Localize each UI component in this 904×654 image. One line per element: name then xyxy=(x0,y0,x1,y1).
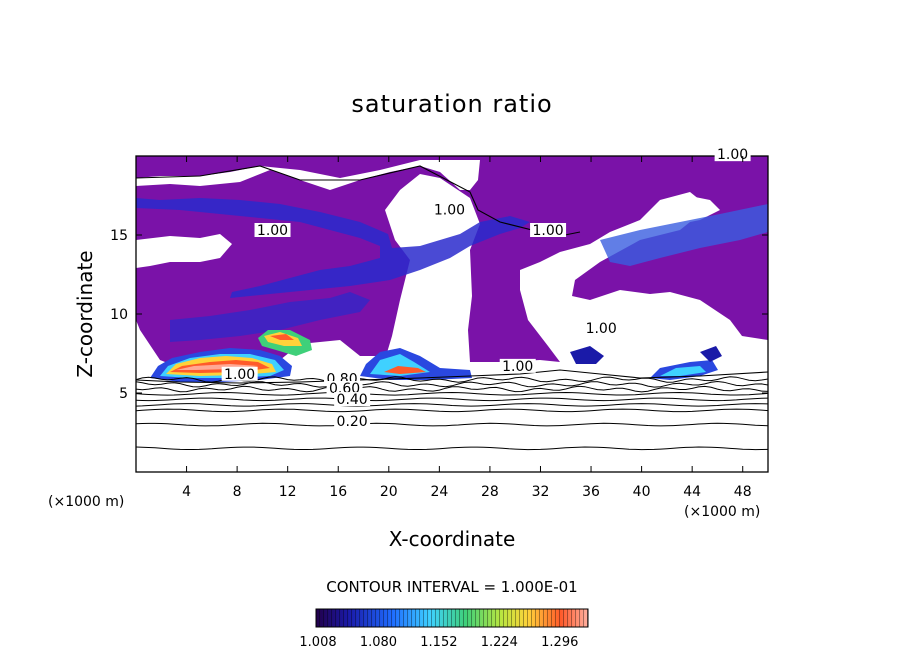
contour-line-0-7 xyxy=(136,385,768,393)
y-tick-label: 10 xyxy=(110,307,128,323)
blue-band-2 xyxy=(600,204,768,266)
contour-line-0-5 xyxy=(136,397,768,402)
cloud-base-right-cyan xyxy=(660,366,706,376)
colorbar-frame xyxy=(315,608,589,628)
x-tick-label: 32 xyxy=(532,484,550,500)
x-axis-ticks: 4 8 12 16 20 24 28 32 36 40 44 48 xyxy=(182,156,752,500)
contour-line-0-3 xyxy=(136,408,768,413)
contour-line-0-2 xyxy=(136,422,768,427)
blue-band-3 xyxy=(170,292,370,342)
contour-line-0-8 xyxy=(136,380,768,388)
colorbar-tick-label: 1.080 xyxy=(360,635,397,650)
y-tick-label: 5 xyxy=(119,386,128,402)
contour-line-0-4 xyxy=(136,403,768,407)
cloud-mid-red xyxy=(384,366,426,374)
contour-line-0-1 xyxy=(136,446,768,451)
contour-label: 1.00 xyxy=(717,147,748,163)
contour-label-bg xyxy=(221,366,258,381)
colorbar-tick-label: 1.008 xyxy=(299,635,336,650)
colorbar-labels: 1.008 1.080 1.152 1.224 1.296 xyxy=(299,635,578,650)
colorbar-tick-label: 1.296 xyxy=(541,635,578,650)
contour-label-bg xyxy=(334,414,371,429)
contour-label: 1.00 xyxy=(532,223,563,239)
contour-label-bg xyxy=(431,202,468,217)
x-tick-label: 20 xyxy=(380,484,398,500)
white-gap-upper-left xyxy=(136,160,480,190)
x-tick-label: 24 xyxy=(430,484,448,500)
contour-label: 1.00 xyxy=(586,321,617,337)
contour-label: 1.00 xyxy=(224,367,255,383)
cloud-patch-mid-blue xyxy=(570,346,604,364)
x-tick-label: 8 xyxy=(233,484,242,500)
contour-label-bg xyxy=(714,147,751,162)
white-gap-left xyxy=(136,234,232,268)
colorbar-tick-label: 1.152 xyxy=(420,635,457,650)
y-tick-label: 15 xyxy=(110,228,128,244)
supersaturation-fill xyxy=(136,156,768,382)
x-tick-label: 16 xyxy=(329,484,347,500)
contour-label-bg xyxy=(326,381,363,395)
x-tick-label: 12 xyxy=(279,484,297,500)
blue-band-1 xyxy=(136,198,530,298)
x-tick-label: 48 xyxy=(734,484,752,500)
contour-line-1-00-cloudbase xyxy=(136,369,768,384)
contour-label-bg xyxy=(334,392,371,407)
contour-label: 1.00 xyxy=(434,202,465,218)
contour-label-bg xyxy=(499,358,536,373)
contour-label-bg xyxy=(530,223,567,237)
x-axis-unit: (×1000 m) xyxy=(684,504,760,520)
colorbar: 1.008 1.080 1.152 1.224 1.296 xyxy=(299,608,589,650)
x-tick-label: 28 xyxy=(481,484,499,500)
colorbar-tick-label: 1.224 xyxy=(481,635,518,650)
cloud-upper-core-red xyxy=(270,334,294,340)
subsaturated-contours xyxy=(136,376,768,451)
x-tick-label: 44 xyxy=(683,484,701,500)
contour-label: 0.40 xyxy=(337,392,368,408)
x-tick-label: 4 xyxy=(182,484,191,500)
y-axis-title: Z-coordinate xyxy=(73,250,97,377)
x-tick-label: 36 xyxy=(582,484,600,500)
x-axis-title: X-coordinate xyxy=(389,527,516,551)
contour-label: 1.00 xyxy=(257,223,288,239)
cloud-patch-right-blue xyxy=(700,346,722,362)
chart-title: saturation ratio xyxy=(351,90,552,118)
y-axis-unit: (×1000 m) xyxy=(48,494,124,510)
y-axis-ticks: 5 10 15 xyxy=(110,228,768,402)
cloud-core-left-pink xyxy=(176,364,258,370)
x-tick-label: 40 xyxy=(633,484,651,500)
contour-labels: 1.001.001.001.001.001.001.000.800.600.40… xyxy=(221,147,751,430)
colorbar-stripes xyxy=(316,609,588,627)
contour-label-bg xyxy=(583,320,620,335)
contour-label: 0.20 xyxy=(337,414,368,430)
contour-line-0-6 xyxy=(136,391,768,396)
contour-label: 1.00 xyxy=(502,359,533,375)
contour-interval-text: CONTOUR INTERVAL = 1.000E-01 xyxy=(326,578,577,596)
contour-label-bg xyxy=(254,223,291,237)
